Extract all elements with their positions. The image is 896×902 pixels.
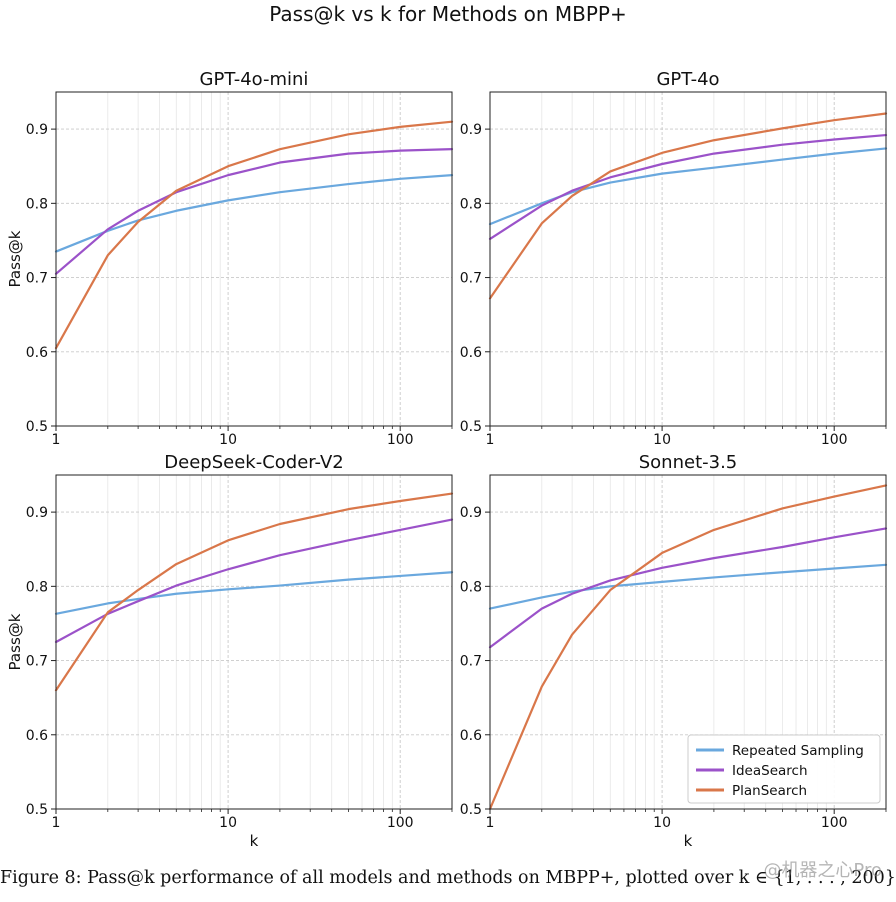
x-tick-label: 1 — [52, 432, 61, 448]
y-tick-label: 0.8 — [460, 196, 482, 212]
chart-panel-2: 1 10 100 0.5 0.6 0.7 0.8 0.9 GPT-4o — [460, 69, 888, 448]
y-tick-label: 0.6 — [26, 728, 48, 744]
series-line-ideasearch — [488, 527, 888, 649]
legend-label: IdeaSearch — [732, 763, 808, 779]
x-tick-label: 10 — [653, 815, 671, 831]
y-axis-label: Pass@k — [6, 230, 24, 287]
legend-label: Repeated Sampling — [732, 743, 864, 759]
y-tick-label: 0.5 — [460, 419, 482, 435]
legend-label: PlanSearch — [732, 783, 807, 799]
y-tick-label: 0.5 — [26, 419, 48, 435]
x-tick-label: 10 — [219, 815, 237, 831]
series-line-repeated-sampling — [54, 174, 454, 253]
panel-title: DeepSeek-Coder-V2 — [164, 452, 343, 473]
y-tick-label: 0.6 — [460, 345, 482, 361]
y-tick-label: 0.7 — [460, 271, 482, 287]
y-tick-label: 0.6 — [26, 345, 48, 361]
legend-box — [687, 734, 881, 804]
x-tick-label: 1 — [486, 815, 495, 831]
series-line-plansearch — [488, 112, 888, 300]
axes-frame — [55, 474, 453, 810]
x-tick-label: 1 — [486, 432, 495, 448]
axes-frame — [55, 91, 453, 427]
panel-title: GPT-4o-mini — [200, 69, 309, 90]
figure-canvas: Pass@k vs k for Methods on MBPP+ 1 10 100 0… — [6, 2, 888, 850]
x-tick-label: 100 — [387, 432, 414, 448]
x-tick-label: 100 — [387, 815, 414, 831]
y-tick-label: 0.9 — [460, 505, 482, 521]
y-tick-label: 0.8 — [460, 579, 482, 595]
y-tick-label: 0.5 — [460, 802, 482, 818]
series-line-plansearch — [488, 484, 888, 811]
y-tick-label: 0.8 — [26, 579, 48, 595]
x-tick-label: 100 — [821, 432, 848, 448]
y-tick-label: 0.5 — [26, 802, 48, 818]
x-tick-label: 100 — [821, 815, 848, 831]
axes-frame — [489, 474, 887, 810]
series-line-ideasearch — [54, 148, 454, 275]
y-axis-label: Pass@k — [6, 613, 24, 670]
y-tick-label: 0.7 — [26, 654, 48, 670]
y-tick-label: 0.9 — [26, 122, 48, 138]
x-axis-label: k — [684, 832, 693, 850]
watermark-text: @机器之心Pro — [763, 860, 882, 881]
axes-frame — [489, 91, 887, 427]
y-tick-label: 0.7 — [26, 271, 48, 287]
panel-title: Sonnet-3.5 — [639, 452, 738, 473]
figure-suptitle: Pass@k vs k for Methods on MBPP+ — [269, 2, 627, 26]
chart-panel-1: 1 10 100 0.5 0.6 0.7 0.8 0.9 GPT-4o-mini Pass@k — [6, 69, 454, 448]
chart-panel-4: 1 10 100 0.5 0.6 0.7 0.8 0.9 Sonnet-3.5 k Repeated… — [460, 452, 888, 850]
y-tick-label: 0.9 — [26, 505, 48, 521]
y-tick-label: 0.6 — [460, 728, 482, 744]
x-tick-label: 10 — [653, 432, 671, 448]
chart-panel-3: 1 10 100 0.5 0.6 0.7 0.8 0.9 DeepSeek-Coder-V2 k P… — [6, 452, 454, 850]
series-line-plansearch — [54, 492, 454, 692]
x-axis-label: k — [250, 832, 259, 850]
series-line-ideasearch — [54, 518, 454, 644]
series-line-repeated-sampling — [54, 571, 454, 615]
legend: Repeated Sampling IdeaSearch PlanSearch — [687, 734, 881, 804]
y-tick-label: 0.9 — [460, 122, 482, 138]
panel-title: GPT-4o — [656, 69, 719, 90]
y-tick-label: 0.8 — [26, 196, 48, 212]
series-line-plansearch — [54, 120, 454, 350]
series-line-ideasearch — [488, 133, 888, 241]
x-tick-label: 10 — [219, 432, 237, 448]
series-line-repeated-sampling — [488, 563, 888, 610]
figure-caption: Figure 8: Pass@k performance of all mode… — [0, 868, 896, 888]
x-tick-label: 1 — [52, 815, 61, 831]
y-tick-label: 0.7 — [460, 654, 482, 670]
